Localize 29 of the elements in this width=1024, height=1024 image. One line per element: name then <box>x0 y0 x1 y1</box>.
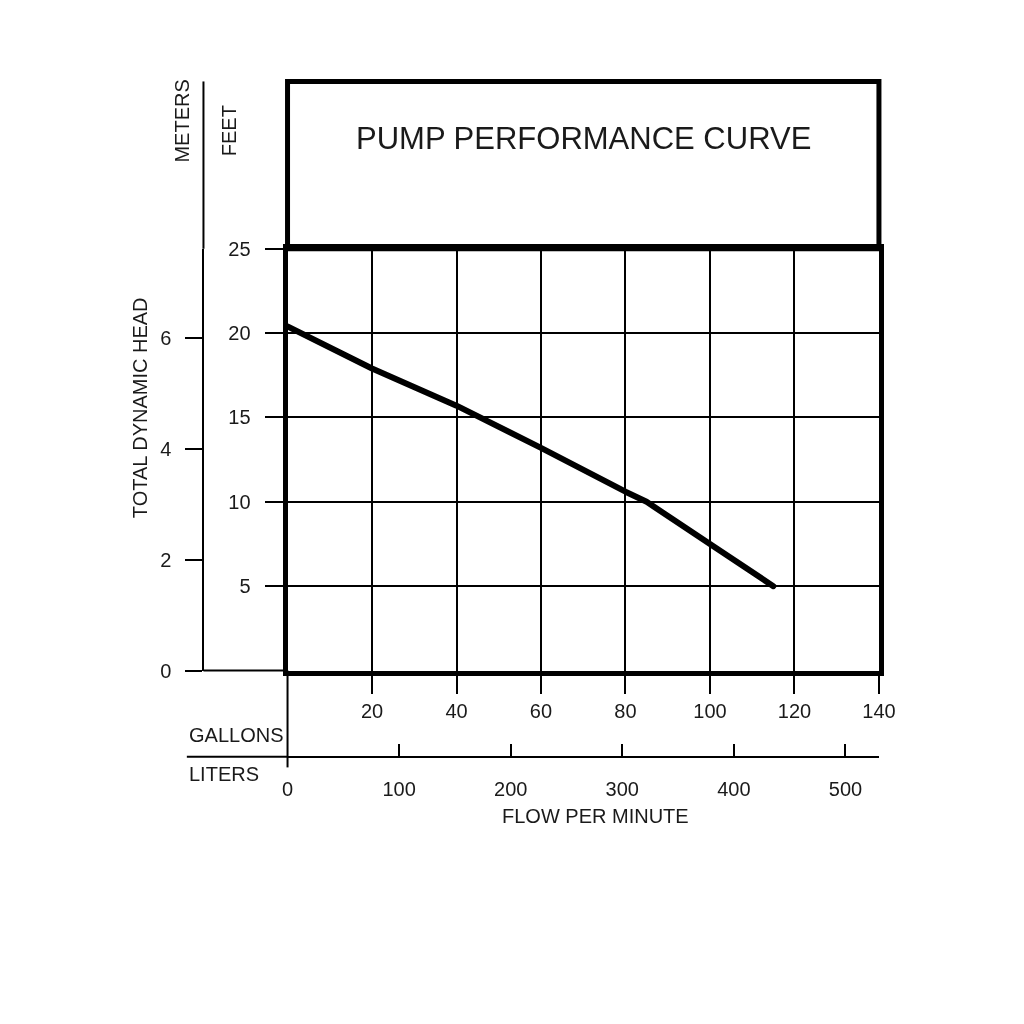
x2-tick-label: 200 <box>494 777 528 800</box>
x-tick-label: 60 <box>529 699 553 722</box>
chart-title: PUMP PERFORMANCE CURVE <box>356 121 812 156</box>
x-tick-label: 120 <box>777 699 812 722</box>
x-tick-label: 20 <box>360 699 384 722</box>
y2-tick-label: 6 <box>160 327 172 350</box>
y2-tick-label: 2 <box>160 548 172 571</box>
y-tick-label: 15 <box>228 406 251 429</box>
x-axis-title: GALLONS <box>189 724 284 746</box>
x2-axis-title: LITERS <box>189 763 260 785</box>
x2-tick-label: 0 <box>281 777 294 800</box>
text: FLOW PER MINUTE <box>502 805 689 827</box>
x-tick-label: 40 <box>445 699 468 722</box>
y-tick-label: 5 <box>239 575 251 598</box>
x2-tick-label: 400 <box>717 777 751 800</box>
x2-tick-label: 100 <box>382 777 416 800</box>
y-tick-label: 10 <box>228 490 251 513</box>
y-axis-title: FEET <box>217 105 240 157</box>
text: TOTAL DYNAMIC HEAD <box>128 297 151 519</box>
y2-tick-label: 0 <box>160 659 172 682</box>
x2-tick-label: 500 <box>828 777 863 800</box>
y-tick-label: 25 <box>228 237 251 260</box>
x2-tick-label: 300 <box>605 777 639 800</box>
y2-tick-label: 4 <box>160 438 172 461</box>
x-tick-label: 100 <box>693 699 727 722</box>
x-tick-label: 80 <box>614 699 637 722</box>
y2-axis-title: METERS <box>171 79 194 163</box>
y-tick-label: 20 <box>228 322 251 345</box>
x-tick-label: 140 <box>862 699 896 722</box>
